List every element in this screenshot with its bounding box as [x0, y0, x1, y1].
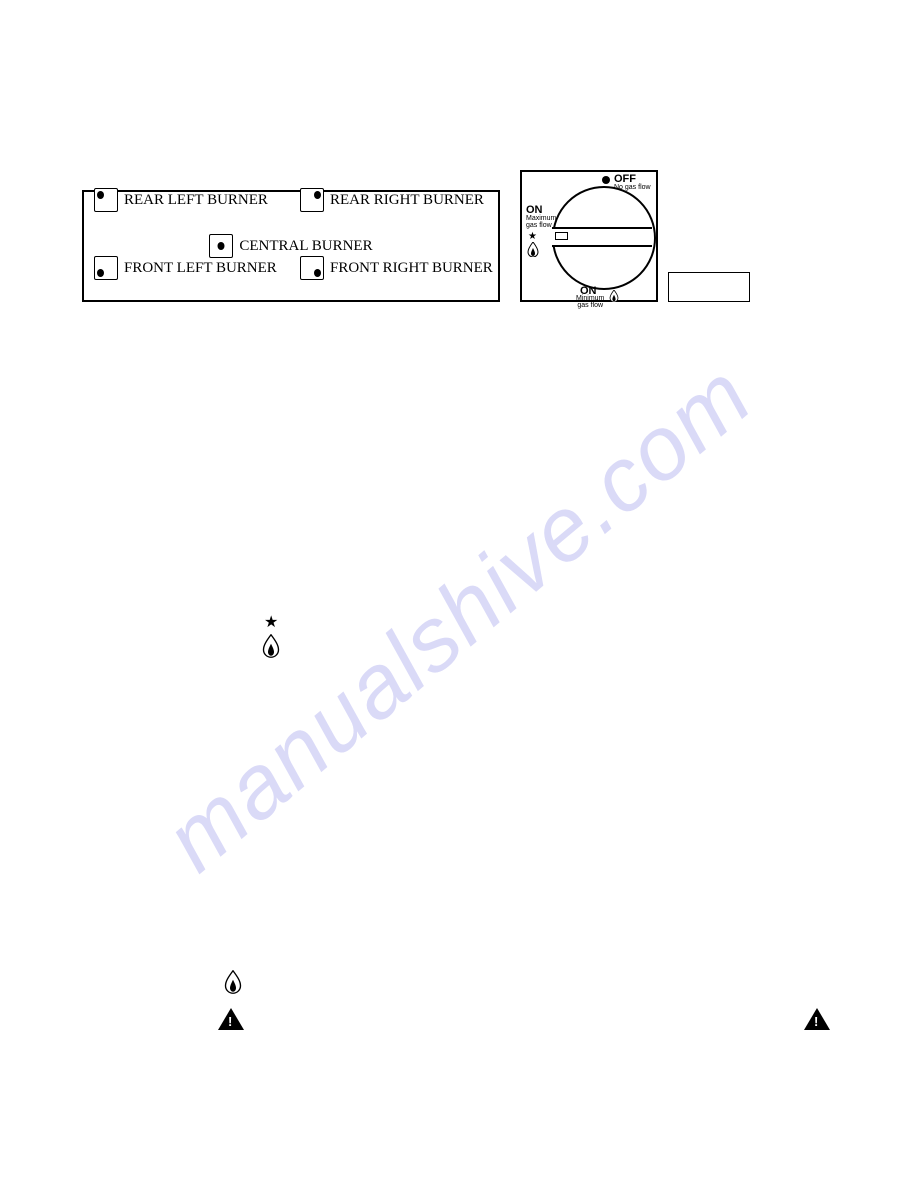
flame-icon: [609, 290, 619, 302]
warning-icon: [804, 1008, 830, 1030]
off-indicator-dot: [602, 176, 610, 184]
figure-label-box: [668, 272, 750, 302]
legend-label: REAR LEFT BURNER: [124, 192, 268, 209]
burner-legend-box: REAR LEFT BURNER REAR RIGHT BURNER CENTR…: [82, 190, 500, 302]
burner-icon: [209, 234, 233, 258]
knob-pointer: [555, 232, 568, 240]
manual-page: manualshive.com REAR LEFT BURNER REAR RI…: [0, 0, 918, 1188]
legend-central: CENTRAL BURNER: [209, 234, 372, 258]
legend-label: FRONT RIGHT BURNER: [330, 260, 493, 277]
on-max-sublabel: Maximum gas flow: [526, 215, 556, 229]
burner-icon: [300, 188, 324, 212]
watermark-text: manualshive.com: [146, 344, 772, 892]
legend-label: REAR RIGHT BURNER: [330, 192, 484, 209]
warning-icon: [218, 1008, 244, 1030]
flame-icon: [262, 634, 280, 658]
legend-rear-right: REAR RIGHT BURNER: [300, 188, 484, 212]
on-min-sublabel: Minimum gas flow: [576, 295, 604, 309]
legend-front-right: FRONT RIGHT BURNER: [300, 256, 493, 280]
spark-icon: ★: [528, 231, 537, 242]
legend-label: CENTRAL BURNER: [239, 238, 372, 255]
legend-label: FRONT LEFT BURNER: [124, 260, 277, 277]
burner-icon: [94, 256, 118, 280]
legend-front-left: FRONT LEFT BURNER: [94, 256, 277, 280]
flame-icon: [527, 242, 539, 257]
burner-icon: [94, 188, 118, 212]
knob-diagram-box: OFF No gas flow ON Maximum gas flow ★ ON…: [520, 170, 658, 302]
flame-icon: [224, 970, 242, 994]
burner-icon: [300, 256, 324, 280]
legend-rear-left: REAR LEFT BURNER: [94, 188, 268, 212]
spark-icon: ★: [264, 612, 278, 632]
